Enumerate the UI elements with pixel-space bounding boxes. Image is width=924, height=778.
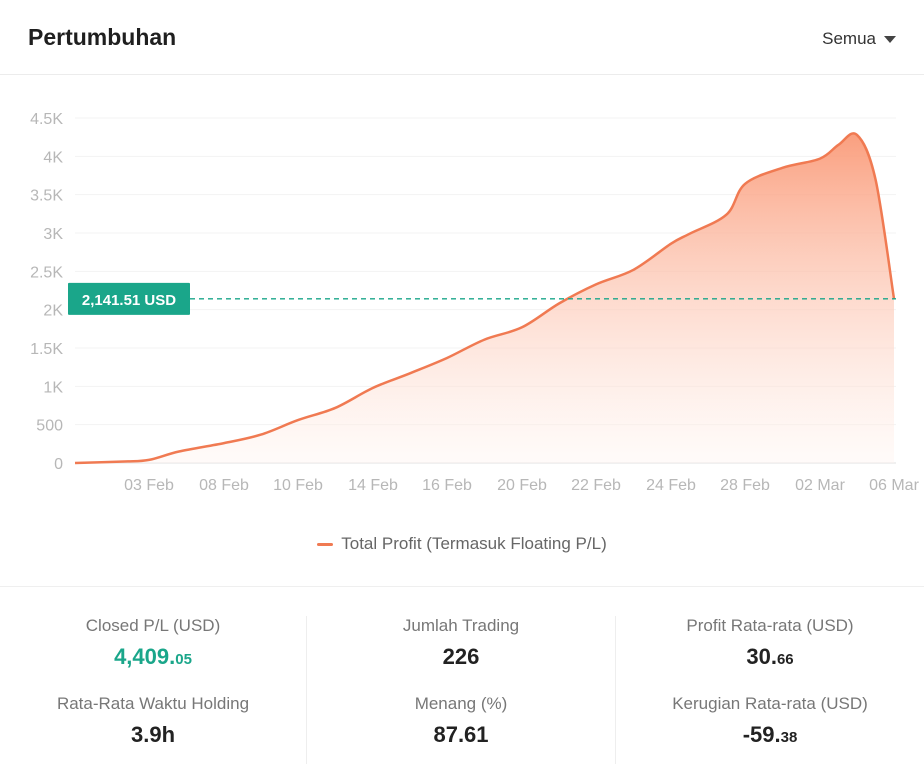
stats-column-2: Jumlah Trading 226 Menang (%) 87.61 — [307, 616, 615, 766]
win-rate-label: Menang (%) — [414, 694, 508, 713]
period-filter-dropdown[interactable]: Semua — [822, 29, 896, 49]
trade-count-label: Jumlah Trading — [402, 616, 520, 635]
stats-column-1: Closed P/L (USD) 4,409.05 Rata-Rata Wakt… — [0, 616, 306, 766]
y-tick-label: 3.5K — [30, 188, 63, 205]
stats-column-3: Profit Rata-rata (USD) 30.66 Kerugian Ra… — [616, 616, 924, 766]
stats-separator — [306, 616, 307, 764]
y-tick-label: 1K — [43, 379, 63, 396]
growth-chart-svg: 0 500 1K 1.5K 2K 2.5K 3K 3.5K 4K 4.5K 03 Feb 08 Fe… — [30, 111, 919, 494]
x-tick-label: 24 Feb — [646, 477, 696, 494]
x-tick-label: 16 Feb — [422, 477, 472, 494]
trade-count-stat: Jumlah Trading 226 — [307, 616, 615, 670]
legend-label: Total Profit (Termasuk Floating P/L) — [341, 534, 607, 553]
section-divider — [0, 586, 924, 587]
closed-pl-label: Closed P/L (USD) — [85, 616, 221, 635]
y-tick-label: 3K — [43, 226, 63, 243]
avg-loss-dec: 38 — [780, 729, 798, 746]
y-tick-label: 2K — [43, 303, 63, 320]
y-tick-label: 2.5K — [30, 264, 63, 281]
x-tick-label: 08 Feb — [199, 477, 249, 494]
y-tick-label: 0 — [54, 456, 63, 473]
stats-panel: Closed P/L (USD) 4,409.05 Rata-Rata Wakt… — [0, 588, 924, 778]
avg-profit-value: 30.66 — [616, 644, 924, 670]
avg-profit-label: Profit Rata-rata (USD) — [686, 616, 854, 635]
y-tick-label: 4K — [43, 149, 63, 166]
holding-time-stat: Rata-Rata Waktu Holding 3.9h — [0, 694, 306, 748]
current-value-label: 2,141.51 USD — [82, 292, 176, 309]
closed-pl-dec: 05 — [175, 651, 192, 668]
x-tick-label: 10 Feb — [273, 477, 323, 494]
avg-profit-dec: 66 — [776, 651, 794, 668]
current-value-badge — [68, 282, 190, 315]
win-rate-stat: Menang (%) 87.61 — [307, 694, 615, 748]
panel-title: Pertumbuhan — [28, 24, 177, 50]
x-tick-label: 02 Mar — [795, 477, 845, 494]
x-tick-label: 06 Mar — [869, 477, 919, 494]
closed-pl-int: 4,409. — [114, 644, 176, 669]
closed-pl-value: 4,409.05 — [0, 644, 306, 670]
x-tick-label: 22 Feb — [571, 477, 621, 494]
profit-series-line — [74, 132, 896, 465]
y-tick-label: 500 — [36, 418, 63, 435]
chart-legend[interactable]: Total Profit (Termasuk Floating P/L) — [0, 534, 924, 554]
avg-loss-stat: Kerugian Rata-rata (USD) -59.38 — [616, 694, 924, 748]
profit-area — [75, 133, 894, 463]
stats-separator — [615, 616, 616, 764]
period-filter-label: Semua — [822, 29, 876, 48]
avg-loss-value: -59.38 — [616, 722, 924, 748]
x-tick-label: 20 Feb — [497, 477, 547, 494]
closed-pl-stat: Closed P/L (USD) 4,409.05 — [0, 616, 306, 670]
x-tick-label: 28 Feb — [720, 477, 770, 494]
win-rate-value: 87.61 — [433, 722, 489, 747]
y-tick-label: 4.5K — [30, 111, 63, 128]
holding-time-value: 3.9h — [130, 722, 176, 747]
caret-down-icon — [884, 35, 896, 43]
holding-time-label: Rata-Rata Waktu Holding — [56, 694, 250, 713]
growth-chart: 0 500 1K 1.5K 2K 2.5K 3K 3.5K 4K 4.5K 03 Feb 08 Fe… — [0, 76, 924, 586]
avg-profit-stat: Profit Rata-rata (USD) 30.66 — [616, 616, 924, 670]
x-tick-label: 03 Feb — [124, 477, 174, 494]
avg-loss-int: -59. — [742, 722, 781, 747]
avg-loss-label: Kerugian Rata-rata (USD) — [672, 694, 868, 713]
legend-swatch-icon — [317, 542, 334, 546]
avg-profit-int: 30. — [746, 644, 777, 669]
y-tick-label: 1.5K — [30, 341, 63, 358]
x-tick-label: 14 Feb — [348, 477, 398, 494]
trade-count-value: 226 — [442, 644, 480, 669]
panel-header: Pertumbuhan Semua — [0, 0, 924, 75]
